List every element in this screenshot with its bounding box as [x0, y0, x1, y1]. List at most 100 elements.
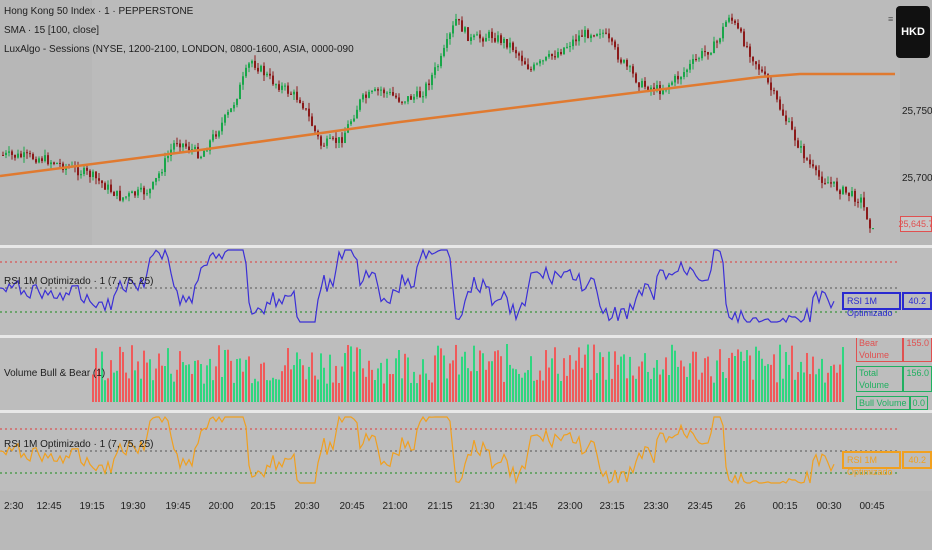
volume-bar: [809, 374, 811, 402]
candle: [287, 85, 289, 94]
volume-bar: [830, 365, 832, 402]
candle: [272, 75, 274, 85]
volume-bar: [308, 366, 310, 402]
volume-bar: [245, 359, 247, 402]
volume-bar: [722, 371, 724, 402]
candle: [794, 129, 796, 141]
volume-bar: [491, 361, 493, 402]
rsi-legend[interactable]: RSI 1M Optimizado · 1 (7, 75, 25): [4, 439, 154, 450]
volume-bar: [101, 351, 103, 402]
volume-bar: [299, 359, 301, 402]
volume-bar: [242, 371, 244, 402]
volume-bar: [437, 345, 439, 402]
volume-pane[interactable]: Volume Bull & Bear (1) Bear Volume 155.0…: [0, 338, 932, 410]
price-pane[interactable]: Hong Kong 50 Index · 1 · PEPPERSTONE SMA…: [0, 0, 932, 245]
candle: [578, 35, 580, 42]
candle: [275, 84, 277, 86]
candle: [818, 170, 820, 177]
volume-bar: [365, 376, 367, 402]
candle: [404, 101, 406, 103]
candle: [323, 145, 325, 147]
volume-bar: [218, 345, 220, 402]
candle: [2, 155, 4, 156]
candle: [716, 41, 718, 43]
volume-bar: [566, 375, 568, 402]
volume-bar: [806, 352, 808, 402]
candle: [278, 84, 280, 90]
candle: [161, 172, 163, 174]
candle: [29, 153, 31, 155]
candle: [764, 71, 766, 75]
price-chart[interactable]: [0, 0, 932, 245]
candle: [203, 150, 205, 157]
rsi-chart-2[interactable]: [0, 413, 932, 491]
currency-badge[interactable]: HKD: [896, 6, 930, 58]
candle: [812, 164, 814, 167]
candle: [536, 63, 538, 65]
pane-separator[interactable]: [0, 335, 932, 338]
rsi-value-box: RSI 1M Optimizado 40.2: [842, 292, 932, 318]
sma-legend[interactable]: SMA · 15 [100, close]: [4, 25, 100, 36]
candle: [230, 108, 232, 113]
volume-bar: [296, 352, 298, 402]
volume-bar: [473, 345, 475, 402]
candle: [11, 151, 13, 155]
candle: [53, 162, 55, 164]
volume-bar: [524, 372, 526, 402]
rsi-pane-2[interactable]: RSI 1M Optimizado · 1 (7, 75, 25) RSI 1M…: [0, 413, 932, 491]
volume-bar: [560, 381, 562, 402]
candle: [344, 132, 346, 143]
candle: [788, 121, 790, 123]
volume-bar: [176, 369, 178, 402]
candle: [407, 96, 409, 102]
candle: [5, 152, 7, 156]
pane-separator[interactable]: [0, 245, 932, 248]
volume-bar: [551, 358, 553, 402]
candle: [584, 29, 586, 37]
candle: [218, 131, 220, 137]
candle: [749, 46, 751, 57]
candle: [815, 166, 817, 171]
candle: [446, 39, 448, 48]
volume-bar: [548, 367, 550, 402]
volume-bar: [395, 358, 397, 402]
volume-bar: [152, 380, 154, 402]
candle: [260, 65, 262, 72]
volume-bar: [527, 370, 529, 402]
candle: [545, 56, 547, 61]
price-label: 25,700.0: [902, 173, 932, 184]
volume-bar: [785, 352, 787, 402]
sessions-legend[interactable]: LuxAlgo - Sessions (NYSE, 1200-2100, LON…: [4, 44, 354, 55]
volume-chart[interactable]: [0, 338, 932, 410]
volume-bar: [341, 366, 343, 402]
candle: [569, 46, 571, 48]
candle: [314, 125, 316, 132]
volume-bar: [644, 353, 646, 402]
candle: [434, 67, 436, 75]
volume-bar: [698, 379, 700, 402]
volume-bar: [716, 360, 718, 402]
volume-legend[interactable]: Volume Bull & Bear (1): [4, 368, 106, 379]
pane-separator[interactable]: [0, 410, 932, 413]
settings-icon[interactable]: ≡: [888, 14, 894, 24]
rsi-pane[interactable]: RSI 1M Optimizado · 1 (7, 75, 25) RSI 1M…: [0, 248, 932, 335]
volume-bar: [155, 368, 157, 402]
candle: [494, 38, 496, 42]
rsi-chart[interactable]: [0, 248, 932, 335]
candle: [806, 158, 808, 160]
time-tick: 20:00: [208, 501, 234, 512]
candle: [326, 138, 328, 146]
time-axis[interactable]: 2:30 12:45 19:15 19:30 19:45 20:00 20:15 20:30 2…: [0, 491, 932, 550]
candle: [122, 197, 124, 201]
candle: [419, 91, 421, 98]
rsi-legend[interactable]: RSI 1M Optimizado · 1 (7, 75, 25): [4, 276, 154, 287]
candle: [149, 188, 151, 194]
volume-bar: [620, 356, 622, 402]
candle: [182, 143, 184, 148]
volume-bar: [695, 351, 697, 402]
candle: [680, 76, 682, 80]
volume-bar: [554, 347, 556, 402]
volume-bar: [407, 357, 409, 402]
candle: [236, 99, 238, 105]
time-tick: 23:00: [557, 501, 583, 512]
